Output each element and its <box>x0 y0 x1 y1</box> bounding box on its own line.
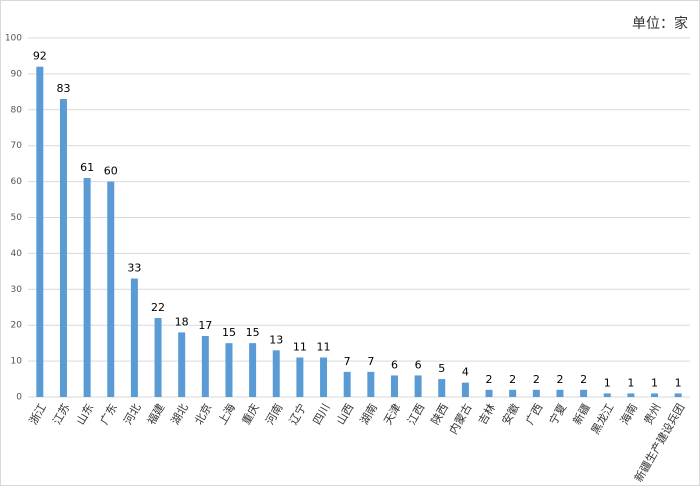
bar <box>272 350 280 397</box>
bar <box>485 389 493 397</box>
data-label: 6 <box>415 358 422 371</box>
data-label: 2 <box>556 373 563 386</box>
bar <box>36 66 44 397</box>
y-tick-label: 50 <box>11 213 23 223</box>
y-tick-label: 70 <box>11 141 23 151</box>
data-label: 1 <box>675 376 682 389</box>
data-label: 92 <box>33 50 47 63</box>
data-label: 13 <box>269 333 283 346</box>
data-label: 2 <box>509 373 516 386</box>
bar <box>130 278 138 397</box>
data-label: 6 <box>391 358 398 371</box>
data-label: 22 <box>151 301 165 314</box>
bar <box>674 393 682 397</box>
bar <box>651 393 659 397</box>
data-label: 1 <box>627 376 634 389</box>
data-label: 5 <box>438 362 445 375</box>
bar <box>438 379 446 397</box>
bar <box>59 99 67 397</box>
bar <box>249 343 257 397</box>
y-tick-label: 40 <box>11 249 23 259</box>
data-label: 15 <box>246 326 260 339</box>
data-label: 2 <box>486 373 493 386</box>
y-tick-label: 10 <box>11 357 23 367</box>
data-label: 17 <box>198 319 212 332</box>
bar <box>390 375 398 397</box>
bar <box>296 357 304 397</box>
data-label: 7 <box>344 355 351 368</box>
data-label: 4 <box>462 366 469 379</box>
data-label: 2 <box>533 373 540 386</box>
data-label: 11 <box>293 341 307 354</box>
data-label: 7 <box>367 355 374 368</box>
bar <box>532 389 540 397</box>
bar <box>154 318 162 397</box>
y-tick-label: 20 <box>11 321 23 331</box>
y-tick-label: 90 <box>11 69 23 79</box>
data-label: 18 <box>175 315 189 328</box>
bar <box>225 343 233 397</box>
data-label: 2 <box>580 373 587 386</box>
data-label: 61 <box>80 161 94 174</box>
data-label: 83 <box>56 82 70 95</box>
data-label: 11 <box>317 341 331 354</box>
y-tick-label: 100 <box>5 34 22 44</box>
data-label: 33 <box>127 262 141 275</box>
bar <box>627 393 635 397</box>
bar <box>461 382 469 397</box>
bar <box>367 371 375 397</box>
y-tick-label: 30 <box>11 285 23 295</box>
unit-annotation: 单位：家 <box>632 15 688 32</box>
bar <box>556 389 564 397</box>
data-label: 15 <box>222 326 236 339</box>
bar <box>178 332 186 397</box>
bar <box>320 357 328 397</box>
bar <box>83 178 91 397</box>
bar <box>107 181 115 397</box>
bar <box>343 371 351 397</box>
data-label: 60 <box>104 165 118 178</box>
bar <box>201 335 209 397</box>
bar <box>414 375 422 397</box>
bar <box>603 393 611 397</box>
data-label: 1 <box>604 376 611 389</box>
data-label: 1 <box>651 376 658 389</box>
y-tick-label: 80 <box>11 105 23 115</box>
bar <box>580 389 588 397</box>
y-tick-label: 0 <box>16 393 22 403</box>
bar <box>509 389 517 397</box>
y-tick-label: 60 <box>11 177 23 187</box>
